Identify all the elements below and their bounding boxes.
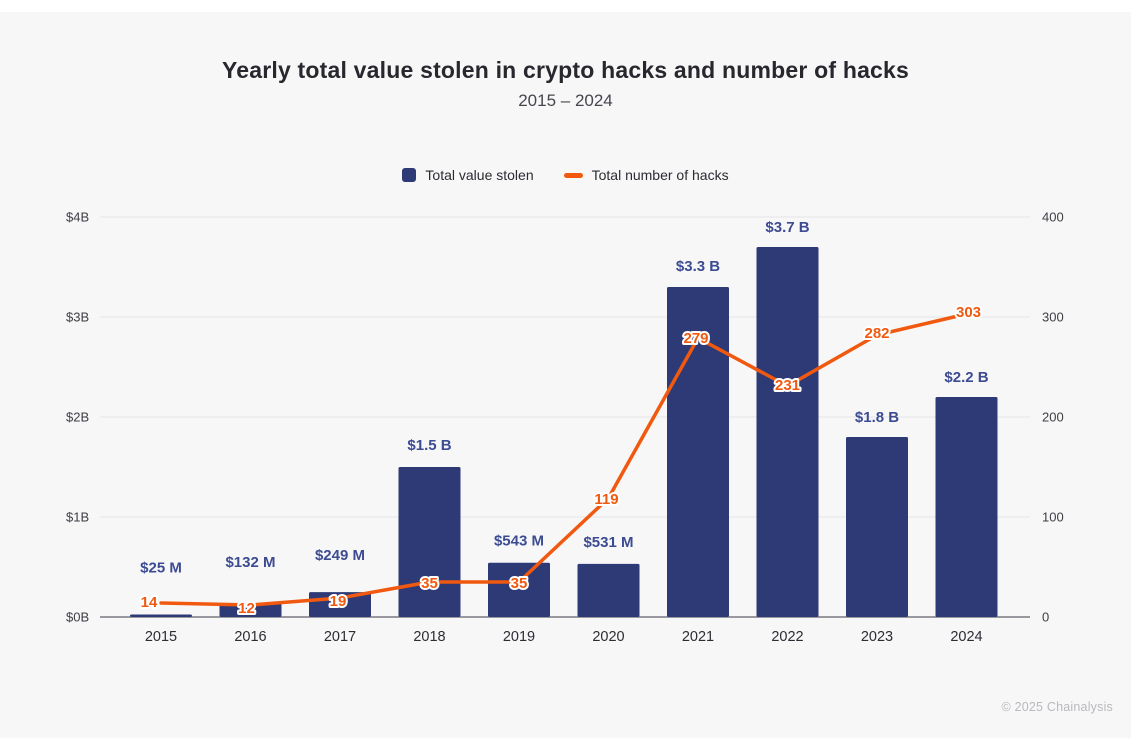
bar-2018	[398, 467, 461, 617]
bar-2024	[935, 397, 998, 617]
hacks-count-label-2020: 119	[594, 491, 618, 508]
x-axis-year-label-2019: 2019	[503, 629, 535, 645]
hacks-line	[159, 312, 969, 607]
x-axis-year-label-2018: 2018	[413, 629, 445, 645]
bar-2022	[756, 247, 819, 617]
left-axis-tick-label: $4B	[66, 210, 89, 225]
hacks-count-label-2015: 14	[141, 594, 158, 611]
bar-2020	[577, 563, 640, 617]
hacks-count-label-2021: 279	[683, 330, 708, 347]
bar-value-label-2017: $249 M	[315, 547, 365, 564]
x-axis-year-label-2023: 2023	[861, 629, 893, 645]
right-axis-tick-label: 300	[1042, 310, 1064, 325]
bar-value-label-2022: $3.7 B	[765, 219, 809, 236]
bar-value-label-2024: $2.2 B	[944, 369, 988, 386]
legend-item-total-value-stolen: Total value stolen	[402, 167, 534, 183]
bar-value-label-2019: $543 M	[494, 533, 544, 550]
legend: Total value stolen Total number of hacks	[0, 167, 1131, 183]
chart-subtitle: 2015 – 2024	[518, 91, 613, 110]
bar-value-label-2015: $25 M	[140, 560, 182, 577]
bar-value-label-2016: $132 M	[225, 554, 275, 571]
left-axis-tick-label: $2B	[66, 410, 89, 425]
bar-2019	[488, 562, 550, 617]
hacks-count-label-2016: 12	[238, 600, 255, 617]
x-axis-year-label-2022: 2022	[771, 629, 803, 645]
hacks-count-label-2022: 231	[775, 377, 800, 394]
bar-value-label-2023: $1.8 B	[855, 409, 899, 426]
hacks-count-label-2018: 35	[421, 575, 438, 592]
hacks-count-label-2024: 303	[956, 304, 981, 321]
x-axis-year-label-2020: 2020	[592, 629, 624, 645]
bar-value-label-2018: $1.5 B	[407, 437, 451, 454]
bar-value-label-2020: $531 M	[583, 534, 633, 551]
x-axis-year-label-2016: 2016	[234, 629, 266, 645]
right-axis-tick-label: 0	[1042, 610, 1049, 625]
line-series-swatch-icon	[563, 172, 583, 178]
bar-value-label-2021: $3.3 B	[676, 258, 720, 275]
right-axis-tick-label: 200	[1042, 410, 1064, 425]
x-axis-year-label-2021: 2021	[682, 629, 714, 645]
bar-2023	[846, 437, 908, 617]
left-axis-tick-label: $0B	[66, 610, 89, 625]
right-axis-tick-label: 400	[1042, 210, 1064, 225]
x-axis-year-label-2024: 2024	[950, 629, 982, 645]
bar-series-swatch-icon	[402, 168, 417, 182]
bar-2015	[130, 614, 192, 617]
legend-label: Total value stolen	[425, 167, 534, 183]
legend-label: Total number of hacks	[591, 167, 729, 183]
hacks-count-label-2023: 282	[864, 325, 889, 342]
left-axis-tick-label: $1B	[66, 510, 89, 525]
hacks-count-label-2019: 35	[511, 575, 528, 592]
hacks-count-label-2017: 19	[330, 593, 347, 610]
right-axis-tick-label: 100	[1042, 510, 1064, 525]
chart-title: Yearly total value stolen in crypto hack…	[221, 57, 910, 83]
x-axis-year-label-2017: 2017	[324, 629, 356, 645]
bar-2016	[219, 603, 282, 617]
left-axis-tick-label: $3B	[66, 310, 89, 325]
x-axis-year-label-2015: 2015	[145, 629, 177, 645]
bar-2021	[667, 287, 729, 617]
copyright-credit: © 2025 Chainalysis	[1001, 700, 1113, 714]
legend-item-total-number-of-hacks: Total number of hacks	[563, 167, 729, 183]
